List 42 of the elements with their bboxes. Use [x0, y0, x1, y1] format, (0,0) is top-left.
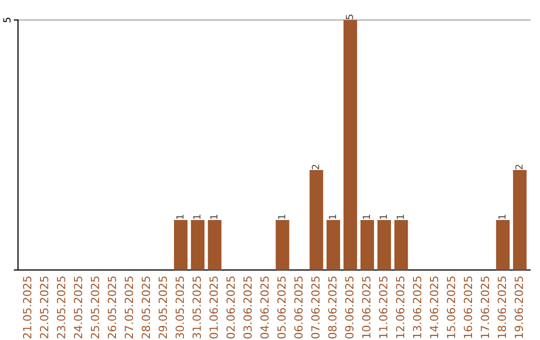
x-tick-label: 19.06.2025 [514, 276, 524, 338]
x-tick-label: 09.06.2025 [345, 276, 354, 338]
x-tick-label: 22.05.2025 [40, 276, 48, 338]
x-tick-label: 06.06.2025 [294, 276, 303, 338]
data-label: 1 [193, 214, 200, 219]
x-tick-label: 15.06.2025 [446, 276, 456, 338]
x-tick-label: 04.06.2025 [260, 276, 269, 338]
x-tick-label: 10.06.2025 [362, 276, 370, 338]
x-tick-label: 26.05.2025 [108, 276, 116, 338]
data-label: 1 [396, 214, 404, 219]
x-tick-label: 24.05.2025 [74, 276, 82, 338]
x-tick-label: 17.06.2025 [480, 276, 490, 338]
data-label: 1 [210, 214, 218, 219]
data-label: 1 [176, 214, 184, 219]
data-label: 1 [380, 214, 387, 219]
x-tick-label: 30.05.2025 [176, 276, 184, 338]
x-tick-label: 12.06.2025 [396, 276, 404, 338]
data-label: 1 [278, 214, 286, 219]
data-label: 2 [515, 164, 523, 170]
x-tick-label: 25.05.2025 [90, 276, 100, 338]
x-tick-label: 29.05.2025 [158, 276, 168, 338]
x-tick-label: 16.06.2025 [464, 276, 472, 338]
x-tick-label: 28.05.2025 [142, 276, 150, 338]
x-tick-label: 14.06.2025 [430, 276, 438, 338]
data-label: 5 [346, 14, 354, 20]
x-tick-label: 08.06.2025 [328, 276, 337, 338]
x-tick-label: 11.06.2025 [379, 276, 388, 338]
data-label: 1 [362, 214, 370, 219]
x-tick-label: 27.05.2025 [124, 276, 134, 338]
x-tick-label: 23.05.2025 [56, 276, 66, 338]
data-label: 1 [328, 214, 336, 219]
data-label: 1 [498, 214, 506, 219]
x-tick-label: 05.06.2025 [277, 276, 286, 338]
x-tick-label: 13.06.2025 [412, 276, 422, 338]
x-tick-label: 31.05.2025 [192, 276, 201, 338]
x-tick-label: 07.06.2025 [311, 276, 320, 338]
data-label: 2 [312, 164, 320, 170]
x-tick-label: 01.06.2025 [209, 276, 218, 338]
x-tick-label: 18.06.2025 [498, 276, 506, 338]
x-tick-label: 03.06.2025 [243, 276, 252, 338]
x-tick-label: 21.05.2025 [22, 276, 32, 338]
x-tick-label: 02.06.2025 [226, 276, 235, 338]
